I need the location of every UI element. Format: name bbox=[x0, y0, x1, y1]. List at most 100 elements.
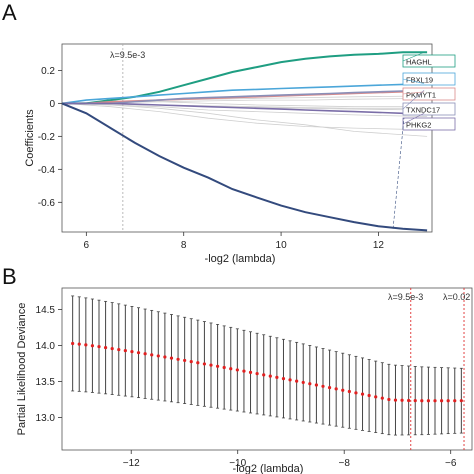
panel-b-point bbox=[321, 384, 325, 388]
panel-b-point bbox=[374, 395, 378, 399]
panel-b-point bbox=[196, 361, 200, 365]
panel-a-legend: HAGHL FBXL19 PKMYT1 TXNDC17 PHKG2 bbox=[392, 51, 456, 229]
panel-a-series-line bbox=[61, 82, 428, 105]
panel-b-label: B bbox=[2, 264, 17, 289]
panel-b-point bbox=[453, 399, 457, 403]
panel-b-point bbox=[242, 369, 246, 373]
panel-b-point bbox=[446, 399, 450, 403]
panel-b-point bbox=[295, 379, 299, 383]
panel-b-point bbox=[103, 345, 108, 350]
panel-b-point bbox=[387, 397, 391, 402]
panel-b-ylabel: Partial Likelihood Deviance bbox=[16, 303, 28, 436]
panel-b-point bbox=[90, 344, 95, 348]
panel-b-point bbox=[341, 388, 345, 392]
panel-b-point bbox=[268, 374, 272, 378]
panel-b-point bbox=[433, 399, 437, 403]
panel-b-point bbox=[143, 352, 147, 356]
panel-a-background-line bbox=[61, 103, 428, 137]
panel-a-legend-label: PHKG2 bbox=[406, 121, 431, 130]
panel-a-legend-connector bbox=[402, 51, 425, 62]
panel-a-xtick-label: 8 bbox=[181, 240, 187, 251]
panel-b-point bbox=[380, 396, 384, 400]
panel-b-point bbox=[407, 398, 411, 403]
panel-a-series-line bbox=[61, 102, 428, 232]
panel-b-point bbox=[347, 389, 351, 394]
panel-b-point bbox=[71, 341, 75, 346]
panel-b-point bbox=[110, 346, 114, 351]
panel-a-ylabel: Coefficients bbox=[24, 109, 36, 167]
panel-b-point bbox=[215, 364, 220, 368]
panel-b-point bbox=[393, 398, 398, 402]
panel-b-ticks: −12 −10 −8 −6 13.0 13.5 14.0 14.5 bbox=[36, 305, 457, 469]
panel-a-label: A bbox=[2, 0, 17, 25]
panel-b-point bbox=[235, 368, 239, 372]
panel-b-ytick-label: 14.0 bbox=[36, 341, 56, 352]
panel-b-point bbox=[150, 353, 154, 357]
panel-a-xtick-label: 12 bbox=[373, 240, 385, 251]
panel-b-point bbox=[308, 382, 312, 386]
panel-b-point bbox=[354, 391, 358, 395]
panel-b-point bbox=[459, 399, 463, 403]
panel-a-ytick-label: -0.4 bbox=[38, 165, 56, 176]
panel-b-ytick-label: 14.5 bbox=[36, 305, 56, 316]
panel-a-ytick-label: 0 bbox=[49, 99, 55, 110]
panel-a-legend-connector bbox=[402, 112, 425, 125]
panel-b-point bbox=[163, 355, 167, 359]
panel-a-legend-connector bbox=[402, 78, 425, 84]
panel-b-marks-group bbox=[71, 288, 465, 450]
panel-b-xtick-label: −10 bbox=[229, 458, 246, 469]
panel-a-series-line bbox=[62, 51, 428, 105]
panel-a-series-group bbox=[61, 44, 428, 232]
panel-b-chart: −12 −10 −8 −6 13.0 13.5 14.0 14.5 λ=9.5e-3 λ=0.… bbox=[16, 287, 473, 474]
panel-b-point bbox=[255, 372, 259, 376]
panel-b-point bbox=[248, 370, 253, 374]
panel-a-xlabel: -log2 (lambda) bbox=[205, 253, 276, 265]
panel-a-series-line bbox=[62, 91, 428, 105]
panel-b-point bbox=[327, 385, 332, 390]
panel-b-lambda-label-2: λ=0.02 bbox=[443, 292, 470, 302]
panel-b-point bbox=[123, 348, 127, 353]
panel-b-point bbox=[301, 380, 305, 385]
panel-b-xtick-label: −6 bbox=[445, 458, 457, 469]
panel-b-point bbox=[136, 351, 141, 355]
panel-a-legend-label: TXNDC17 bbox=[406, 106, 440, 115]
panel-a-plot-frame bbox=[61, 43, 433, 233]
panel-a-chart: 6 8 10 12 0.2 0 -0.2 -0.4 -0.6 λ=9.5e-3 HAGHL FBX… bbox=[24, 43, 456, 265]
panel-a-legend-label: HAGHL bbox=[406, 58, 432, 67]
panel-a-legend-connector bbox=[392, 117, 405, 229]
panel-b-point bbox=[420, 399, 424, 403]
panel-a-ytick-label: -0.6 bbox=[38, 198, 56, 209]
panel-b-point bbox=[360, 392, 365, 396]
panel-b-point bbox=[183, 358, 187, 363]
panel-a-lambda-label: λ=9.5e-3 bbox=[110, 50, 145, 60]
panel-b-ytick-label: 13.0 bbox=[36, 413, 56, 424]
panel-b-point bbox=[130, 350, 134, 354]
panel-a-legend-label: FBXL19 bbox=[406, 76, 433, 85]
panel-a-xtick-label: 10 bbox=[276, 240, 288, 251]
panel-b-point bbox=[202, 362, 207, 366]
panel-b-point bbox=[156, 354, 160, 358]
panel-b-point bbox=[169, 356, 174, 360]
panel-b-point bbox=[97, 345, 101, 349]
panel-a-ytick-label: 0.2 bbox=[41, 66, 55, 77]
panel-b-point bbox=[439, 399, 444, 403]
panel-b-plot-frame bbox=[61, 287, 473, 451]
panel-a-ytick-label: -0.2 bbox=[38, 132, 56, 143]
panel-b-point bbox=[334, 387, 338, 391]
panel-a-legend-label: PKMYT1 bbox=[406, 91, 436, 100]
panel-b-lambda-label-1: λ=9.5e-3 bbox=[388, 292, 423, 302]
panel-a-legend-connector bbox=[402, 89, 425, 110]
panel-a-background-line bbox=[61, 103, 428, 131]
panel-b-point bbox=[77, 342, 81, 346]
panel-b-point bbox=[262, 373, 266, 377]
panel-b-point bbox=[117, 347, 121, 352]
panel-b-point bbox=[209, 363, 213, 367]
panel-b-point bbox=[426, 399, 431, 403]
panel-b-point bbox=[84, 343, 88, 347]
panel-b-xtick-label: −8 bbox=[339, 458, 351, 469]
panel-b-point bbox=[367, 393, 371, 398]
panel-b-point bbox=[176, 357, 180, 361]
panel-a-xtick-label: 6 bbox=[84, 240, 90, 251]
panel-b-point bbox=[400, 398, 404, 402]
